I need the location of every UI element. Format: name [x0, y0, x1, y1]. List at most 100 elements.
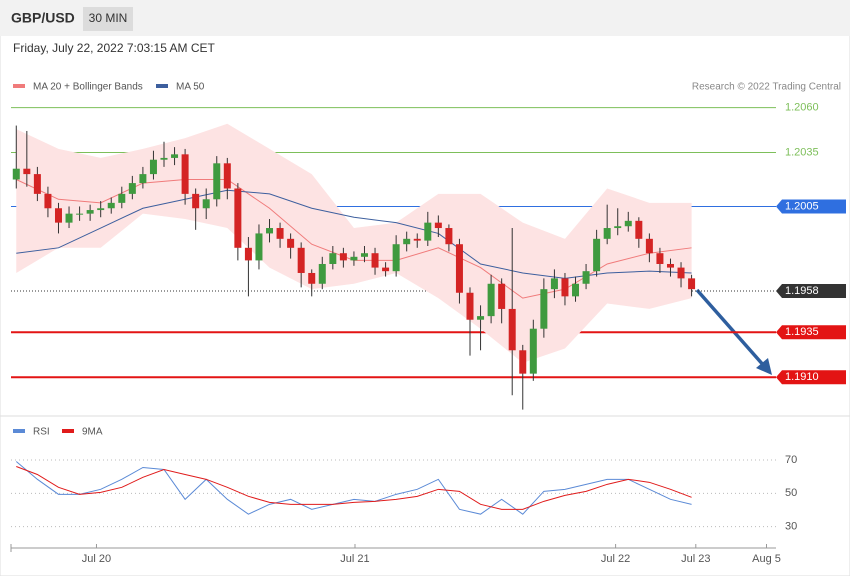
- candle-body: [223, 163, 231, 189]
- candle-body: [540, 289, 548, 329]
- level-box: [776, 370, 846, 385]
- candle-body: [382, 267, 390, 272]
- y-tick-label: 50: [785, 487, 797, 499]
- moving-average: [16, 189, 692, 279]
- candle-body: [455, 244, 463, 293]
- candle-body: [603, 228, 611, 239]
- level-label: 1.1910: [785, 371, 819, 383]
- candle-body: [266, 228, 274, 234]
- candle-body: [86, 210, 94, 214]
- candle-body: [192, 193, 200, 209]
- candle-body: [371, 253, 379, 268]
- candle-body: [550, 278, 558, 290]
- legend-label: 9MA: [82, 427, 103, 438]
- candle-body: [128, 183, 136, 194]
- candle-body: [593, 238, 601, 272]
- candle-body: [329, 253, 337, 264]
- candle-body: [445, 228, 453, 245]
- candle-body: [466, 292, 474, 320]
- candle-body: [487, 283, 495, 317]
- legend-swatch: [13, 429, 25, 433]
- candle-body: [477, 316, 485, 320]
- x-tick-label: Aug 5: [752, 553, 781, 565]
- candle-body: [339, 253, 347, 261]
- date: Friday, July 22, 2022 7:03:15 AM CET: [13, 41, 216, 55]
- level-box: [776, 283, 846, 298]
- candle-body: [656, 253, 664, 264]
- candle-body: [572, 283, 580, 297]
- level-box: [776, 199, 846, 214]
- candle-body: [635, 220, 643, 239]
- x-tick-label: Jul 21: [340, 553, 369, 565]
- candle-body: [666, 263, 674, 268]
- timeframe-badge[interactable]: [83, 7, 133, 31]
- legend-swatch: [62, 429, 74, 433]
- level-label: 1.2060: [785, 101, 819, 113]
- y-tick-label: 30: [785, 521, 797, 533]
- level-label: 1.1935: [785, 326, 819, 338]
- level-label: 1.2005: [785, 200, 819, 212]
- legend-label: MA 50: [176, 82, 205, 93]
- indicator-line: [15, 461, 692, 515]
- candle-body: [360, 253, 368, 257]
- candle-body: [561, 278, 569, 297]
- candle-body: [171, 154, 179, 158]
- candle-body: [308, 272, 316, 284]
- candle-body: [160, 157, 168, 160]
- indicator-line: [16, 466, 692, 510]
- candle-body: [276, 228, 284, 239]
- candle-body: [76, 213, 84, 215]
- candle-body: [44, 193, 52, 209]
- candle-body: [508, 308, 516, 351]
- candle-body: [403, 238, 411, 245]
- timeframe[interactable]: 30 MIN: [89, 11, 128, 25]
- x-tick-label: Jul 20: [82, 553, 111, 565]
- credit: Research © 2022 Trading Central: [692, 82, 841, 93]
- candle-body: [33, 174, 41, 194]
- candle-body: [12, 168, 20, 180]
- candle-body: [118, 193, 126, 203]
- candle-body: [65, 213, 73, 223]
- candle-body: [107, 202, 115, 209]
- level-label: 1.2035: [785, 146, 819, 158]
- candle-body: [139, 174, 147, 184]
- legend-label: RSI: [33, 427, 50, 438]
- candle-body: [677, 267, 685, 279]
- candle-body: [213, 163, 221, 200]
- candle-body: [529, 328, 537, 374]
- candle-body: [519, 350, 527, 374]
- candle-body: [614, 226, 622, 229]
- legend-swatch: [13, 84, 25, 88]
- candle-body: [413, 238, 421, 241]
- candle-body: [149, 159, 157, 175]
- candle-body: [97, 208, 105, 211]
- y-tick-label: 70: [785, 454, 797, 466]
- candle-body: [392, 244, 400, 272]
- legend-swatch: [156, 84, 168, 88]
- candle-body: [54, 208, 62, 223]
- level-box: [776, 325, 846, 340]
- forecast-arrow: [695, 288, 767, 369]
- candle-body: [350, 256, 358, 261]
- candle-body: [434, 222, 442, 229]
- candle-body: [424, 222, 432, 241]
- candle-body: [645, 238, 653, 254]
- candle-body: [244, 247, 252, 261]
- candle-body: [688, 278, 696, 290]
- candle-body: [23, 168, 31, 175]
- candle-body: [287, 238, 295, 248]
- candle-body: [202, 199, 210, 209]
- candle-body: [234, 188, 242, 248]
- legend-label: MA 20 + Bollinger Bands: [33, 82, 143, 93]
- header-bar: [0, 0, 850, 36]
- candle-body: [255, 233, 263, 261]
- candle-body: [297, 247, 305, 273]
- candle-body: [624, 220, 632, 227]
- candle-body: [318, 263, 326, 284]
- candle-body: [498, 283, 506, 309]
- level-label: 1.1958: [785, 285, 819, 297]
- candle-body: [582, 271, 590, 284]
- forecast-arrowhead: [756, 358, 772, 375]
- x-tick-label: Jul 23: [681, 553, 710, 565]
